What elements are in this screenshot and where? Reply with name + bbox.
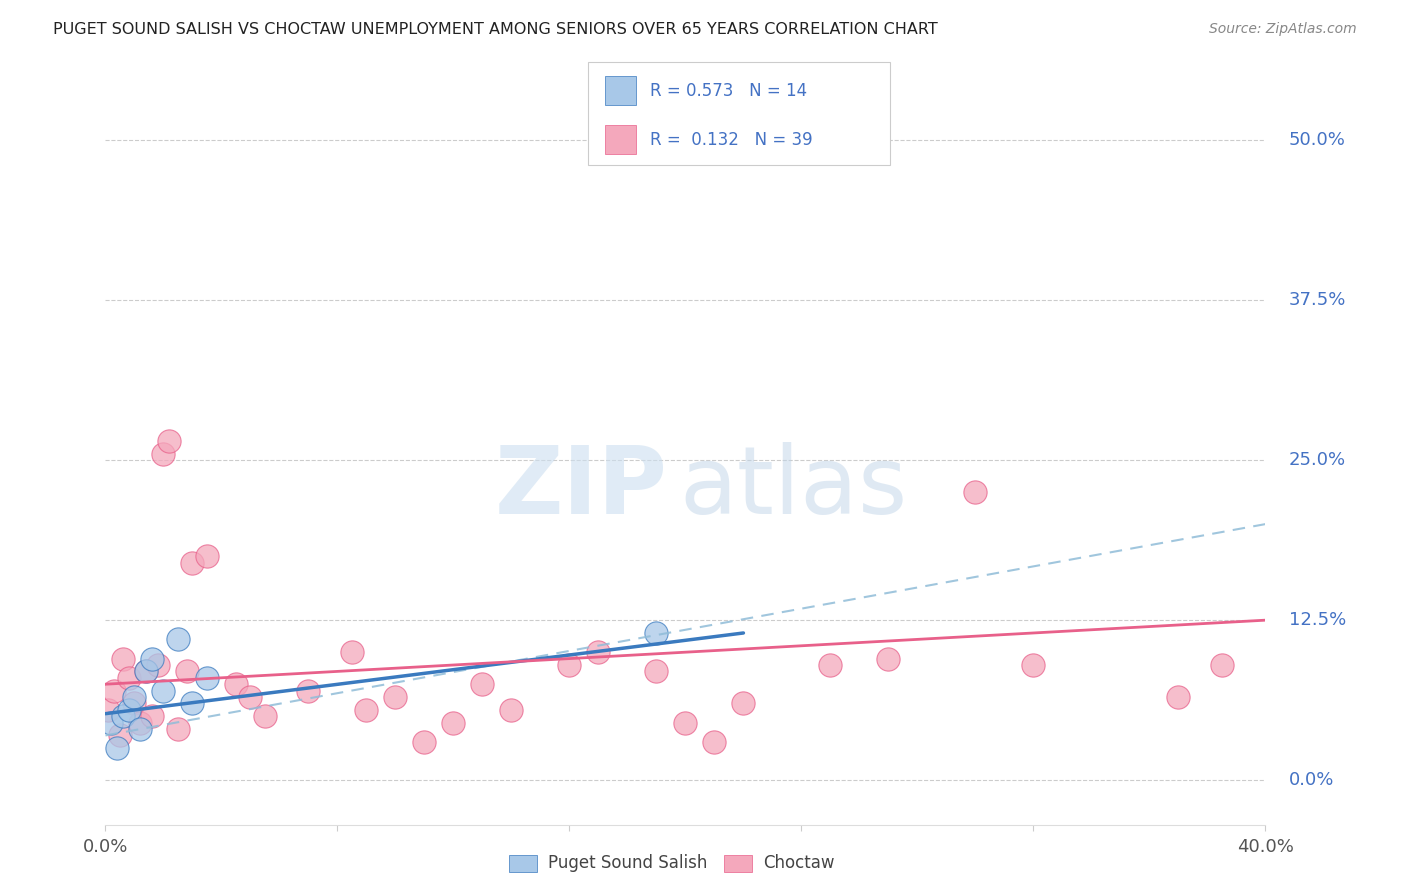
Point [645,665,668,679]
Text: 40.0%: 40.0% [1237,838,1294,856]
Point [129,722,152,736]
Point [441,715,464,730]
Point [157,434,180,448]
Point [675,715,697,730]
Point [111,709,134,723]
Point [877,651,900,665]
Text: R = 0.573   N = 14: R = 0.573 N = 14 [650,81,807,100]
Text: 25.0%: 25.0% [1288,451,1346,469]
Point [167,722,190,736]
Point [717,139,740,153]
Point [181,556,204,570]
Point [108,728,131,742]
Text: ZIP: ZIP [495,442,668,534]
Point [105,741,128,756]
Point [118,703,141,717]
Point [588,645,610,659]
Point [103,683,125,698]
Point [152,447,174,461]
Text: 50.0%: 50.0% [1288,131,1346,149]
Point [703,735,725,749]
Text: 12.5%: 12.5% [1288,611,1346,629]
Text: 0.0%: 0.0% [1288,772,1334,789]
Point [124,690,146,704]
Point [733,697,755,711]
Text: Source: ZipAtlas.com: Source: ZipAtlas.com [1209,22,1357,37]
Point [152,683,174,698]
Text: Choctaw: Choctaw [763,855,835,872]
Point [1167,690,1189,704]
Text: atlas: atlas [679,442,908,534]
Point [645,626,668,640]
Point [167,632,190,647]
Point [501,703,523,717]
Point [239,690,262,704]
Text: 0.0%: 0.0% [83,838,128,856]
Point [129,715,152,730]
Point [1211,658,1233,673]
Point [135,665,157,679]
Point [135,665,157,679]
Point [146,658,169,673]
Text: PUGET SOUND SALISH VS CHOCTAW UNEMPLOYMENT AMONG SENIORS OVER 65 YEARS CORRELATI: PUGET SOUND SALISH VS CHOCTAW UNEMPLOYME… [53,22,938,37]
Point [965,485,987,500]
Point [384,690,406,704]
Point [100,715,122,730]
Text: Puget Sound Salish: Puget Sound Salish [548,855,707,872]
Point [118,671,141,685]
Text: R =  0.132   N = 39: R = 0.132 N = 39 [650,130,813,149]
Point [1022,658,1045,673]
Point [141,651,163,665]
Point [253,709,276,723]
Point [340,645,363,659]
Point [181,697,204,711]
Point [111,651,134,665]
Point [97,703,120,717]
Point [413,735,436,749]
Point [820,658,842,673]
Point [176,665,198,679]
Point [356,703,378,717]
Point [141,709,163,723]
Point [124,697,146,711]
Point [471,677,494,691]
Point [195,549,218,563]
Point [195,671,218,685]
Point [297,683,319,698]
Text: 37.5%: 37.5% [1288,291,1346,309]
Point [558,658,581,673]
Point [225,677,247,691]
